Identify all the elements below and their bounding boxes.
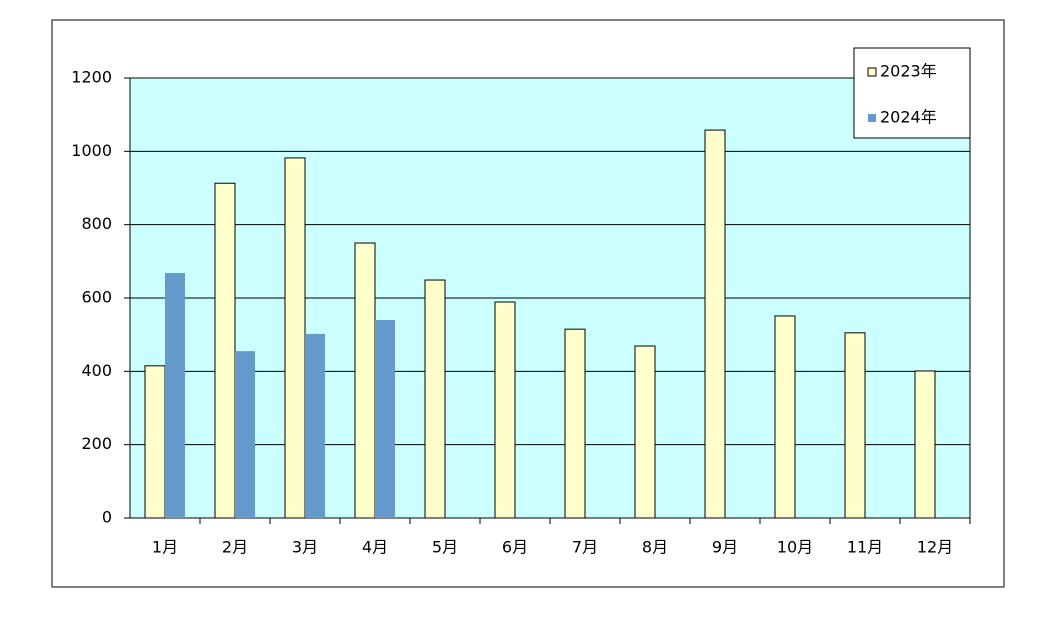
- y-tick-label: 800: [81, 214, 112, 233]
- bar: [214, 182, 236, 519]
- bar: [375, 320, 395, 518]
- bar: [424, 279, 446, 519]
- legend-swatch: [867, 67, 877, 77]
- x-tick-label: 8月: [642, 538, 668, 557]
- legend-swatch: [868, 114, 876, 122]
- y-tick-label: 1000: [71, 141, 112, 160]
- y-tick-label: 600: [81, 288, 112, 307]
- bar: [564, 328, 586, 519]
- bar: [704, 129, 726, 519]
- bar: [914, 370, 936, 519]
- y-tick-label: 0: [102, 508, 112, 527]
- x-tick-label: 12月: [917, 538, 953, 557]
- legend-label: 2024年: [880, 108, 937, 127]
- x-tick-label: 4月: [362, 538, 388, 557]
- x-tick-label: 11月: [847, 538, 883, 557]
- bar: [494, 301, 516, 519]
- x-tick-label: 2月: [222, 538, 248, 557]
- x-tick-label: 6月: [502, 538, 528, 557]
- x-tick-label: 1月: [152, 538, 178, 557]
- bar: [354, 242, 376, 519]
- x-tick-label: 7月: [572, 538, 598, 557]
- legend-box: [853, 47, 971, 139]
- legend-label: 2023年: [880, 62, 937, 81]
- bar: [165, 273, 185, 518]
- bar: [774, 315, 796, 519]
- x-tick-label: 5月: [432, 538, 458, 557]
- x-tick-label: 9月: [712, 538, 738, 557]
- bar: [235, 351, 255, 518]
- y-tick-label: 200: [81, 434, 112, 453]
- bar: [144, 365, 166, 519]
- y-tick-label: 1200: [71, 68, 112, 87]
- bar: [284, 157, 306, 519]
- x-tick-label: 3月: [292, 538, 318, 557]
- bar: [634, 345, 656, 519]
- bar: [305, 333, 325, 518]
- x-tick-label: 10月: [777, 538, 813, 557]
- y-tick-label: 400: [81, 361, 112, 380]
- bar: [844, 332, 866, 519]
